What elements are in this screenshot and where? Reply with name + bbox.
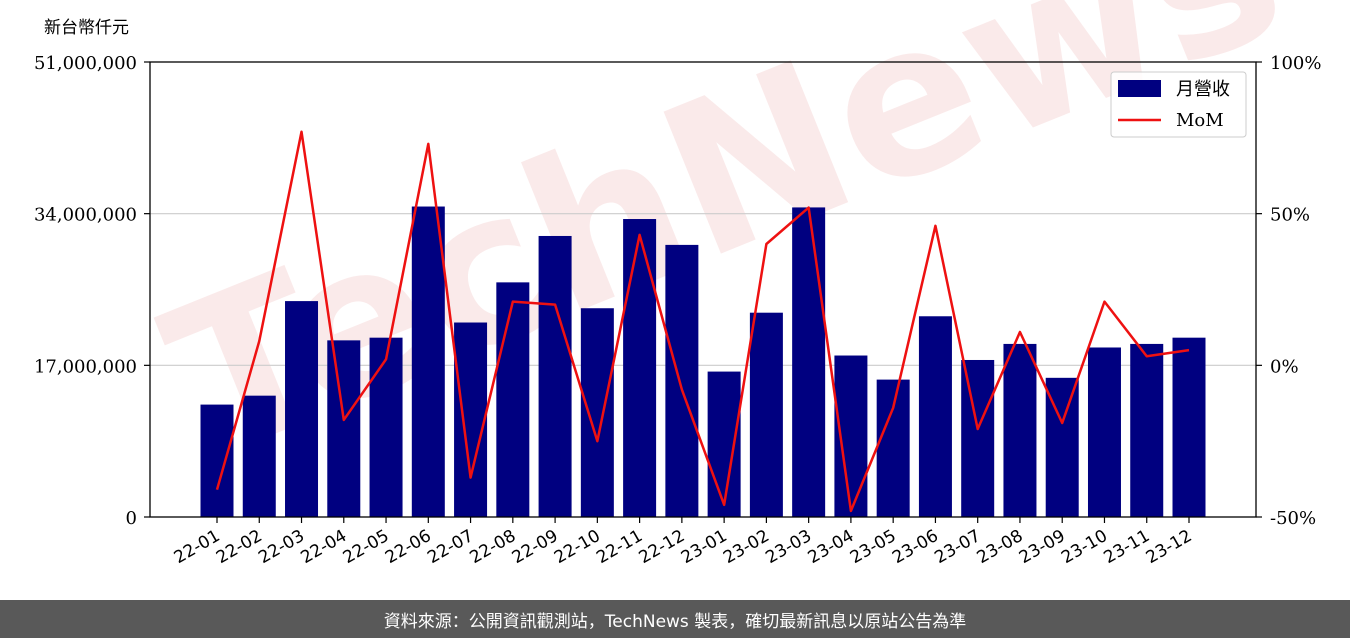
- x-tick-label: 22-06: [382, 526, 435, 568]
- bar: [1087, 347, 1121, 517]
- y-right-tick-label: 100%: [1270, 53, 1321, 74]
- x-tick-label: 23-09: [1016, 526, 1069, 568]
- bar: [285, 301, 319, 517]
- x-tick-label: 22-03: [255, 526, 308, 568]
- x-tick-label: 23-11: [1100, 526, 1153, 568]
- footer-bar: 資料來源：公開資訊觀測站，TechNews 製表，確切最新訊息以原站公告為準: [0, 600, 1350, 638]
- bar: [876, 379, 910, 517]
- bar: [580, 308, 614, 517]
- mom-line-series: [215, 130, 1190, 513]
- bar: [538, 235, 572, 517]
- x-tick-label: 23-01: [678, 526, 731, 568]
- bar: [749, 312, 783, 517]
- x-tick-label: 22-09: [509, 526, 562, 568]
- bar: [1003, 343, 1037, 517]
- x-axis: 22-0122-0222-0322-0422-0522-0622-0722-08…: [171, 517, 1196, 568]
- x-tick-label: 23-07: [931, 526, 984, 568]
- bar: [792, 207, 826, 517]
- y-right-tick-label: 50%: [1270, 205, 1310, 226]
- x-tick-label: 22-10: [551, 526, 604, 568]
- bar: [707, 371, 741, 517]
- bar-series: [200, 206, 1206, 518]
- bar: [623, 219, 657, 518]
- bar: [496, 282, 530, 517]
- bar: [200, 404, 234, 517]
- x-tick-label: 22-11: [593, 526, 646, 568]
- legend: 月營收 MoM: [1110, 71, 1247, 138]
- mom-line: [215, 130, 1190, 513]
- y-right-tick-label: -50%: [1270, 508, 1316, 529]
- x-tick-label: 22-07: [424, 526, 477, 568]
- x-tick-label: 23-02: [720, 526, 773, 568]
- x-tick-label: 23-10: [1058, 526, 1111, 568]
- legend-label-line: MoM: [1176, 110, 1224, 131]
- bar: [1172, 337, 1206, 517]
- x-tick-label: 22-02: [213, 526, 266, 568]
- bar: [1130, 343, 1164, 517]
- x-tick-label: 23-04: [805, 526, 858, 568]
- x-tick-label: 23-06: [889, 526, 942, 568]
- bar: [961, 359, 995, 517]
- bar: [327, 340, 361, 517]
- x-tick-label: 22-12: [636, 526, 689, 568]
- x-tick-label: 23-05: [847, 526, 900, 568]
- y-left-tick-label: 0: [126, 508, 137, 529]
- x-tick-label: 22-08: [467, 526, 520, 568]
- bar: [665, 244, 699, 517]
- y-left-tick-label: 34,000,000: [34, 205, 137, 226]
- y-right-tick-label: 0%: [1270, 356, 1299, 377]
- x-tick-label: 23-12: [1143, 526, 1196, 568]
- footer-source-text: 資料來源：公開資訊觀測站，TechNews 製表，確切最新訊息以原站公告為準: [383, 611, 967, 632]
- x-tick-label: 23-03: [762, 526, 815, 568]
- x-tick-label: 22-01: [171, 526, 224, 568]
- y-left-tick-label: 51,000,000: [34, 53, 137, 74]
- bar: [918, 316, 952, 517]
- legend-label-bar: 月營收: [1176, 79, 1230, 100]
- y-right-axis: -50% 0% 50% 100%: [1256, 53, 1321, 529]
- bar: [411, 206, 445, 517]
- y-left-axis: 0 17,000,000 34,000,000 51,000,000: [34, 53, 150, 529]
- bar: [369, 337, 403, 517]
- x-tick-label: 22-04: [297, 526, 350, 568]
- x-tick-label: 23-08: [974, 526, 1027, 568]
- plot-frame: [149, 61, 1257, 518]
- y-left-tick-label: 17,000,000: [34, 356, 137, 377]
- bar: [242, 395, 276, 517]
- revenue-chart: TechNews 新台幣仟元 017,000,00034,000,00051,0…: [34, 0, 1322, 568]
- bar: [454, 322, 488, 517]
- y-left-unit-label: 新台幣仟元: [44, 18, 129, 38]
- legend-swatch-bar: [1118, 80, 1161, 97]
- x-tick-label: 22-05: [340, 526, 393, 568]
